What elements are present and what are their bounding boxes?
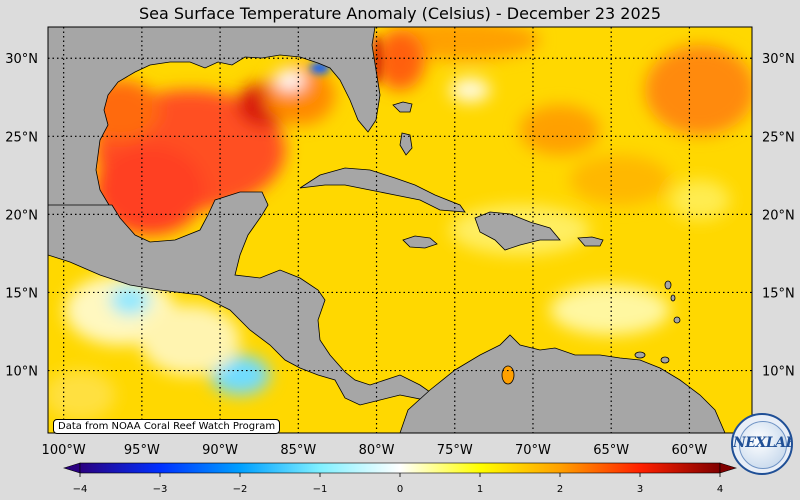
latitude-labels-right: 30°N 25°N 20°N 15°N 10°N: [762, 52, 795, 379]
lon-label: 85°W: [280, 443, 316, 458]
lat-label-right: 10°N: [762, 365, 795, 380]
lat-label-left: 20°N: [5, 208, 38, 223]
lon-label: 75°W: [437, 443, 473, 458]
lon-label: 60°W: [671, 443, 707, 458]
lat-label-left: 15°N: [5, 286, 38, 301]
graticule: [48, 27, 752, 433]
lat-label-right: 20°N: [762, 208, 795, 223]
anomaly-field: [48, 27, 752, 433]
lon-label: 70°W: [515, 443, 551, 458]
colorbar: −4 −3 −2 −1 0 1 2 3 4: [62, 462, 738, 495]
colorbar-tick-label: −2: [233, 484, 248, 495]
lon-label: 100°W: [42, 443, 86, 458]
logo-globe-icon: [739, 421, 787, 469]
colorbar-max-arrow: [719, 462, 738, 474]
colorbar-tick-label: 2: [557, 484, 563, 495]
lat-label-right: 15°N: [762, 286, 795, 301]
colorbar-tick-label: 4: [717, 484, 723, 495]
lon-label: 95°W: [124, 443, 160, 458]
logo-text: NEXLAB: [733, 435, 793, 451]
land: [48, 27, 726, 433]
colorbar-tick-label: 0: [397, 484, 403, 495]
colorbar-tick-label: −1: [313, 484, 328, 495]
colorbar-tick-label: −4: [73, 484, 88, 495]
lat-label-left: 10°N: [5, 365, 38, 380]
lon-label: 80°W: [359, 443, 395, 458]
lat-label-right: 25°N: [762, 130, 795, 145]
colorbar-tick-label: 1: [477, 484, 483, 495]
map-title: Sea Surface Temperature Anomaly (Celsius…: [139, 4, 661, 23]
colorbar-tick-label: 3: [637, 484, 643, 495]
latitude-labels-left: 30°N 25°N 20°N 15°N 10°N: [5, 52, 38, 379]
colorbar-min-arrow: [62, 462, 81, 474]
longitude-labels: 100°W 95°W 90°W 85°W 80°W 75°W 70°W 65°W 60°W: [42, 443, 708, 458]
colorbar-gradient: [79, 462, 721, 474]
colorbar-tick-label: −3: [153, 484, 168, 495]
map-frame: [47, 26, 753, 434]
lon-label: 90°W: [202, 443, 238, 458]
lon-label: 65°W: [593, 443, 629, 458]
nexlab-logo: NEXLAB: [731, 413, 793, 475]
lat-label-left: 30°N: [5, 52, 38, 67]
lat-label-left: 25°N: [5, 130, 38, 145]
lat-label-right: 30°N: [762, 52, 795, 67]
data-credit: Data from NOAA Coral Reef Watch Program: [53, 419, 281, 434]
